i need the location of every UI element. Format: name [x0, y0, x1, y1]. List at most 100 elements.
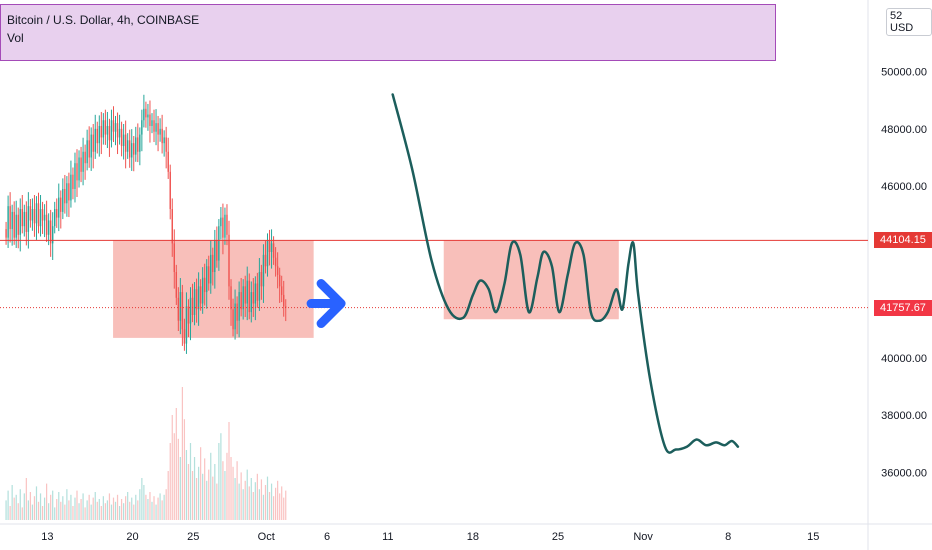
volume-bar: [104, 503, 106, 520]
currency-label: USD: [890, 22, 914, 34]
volume-bar: [159, 493, 161, 520]
volume-bar: [108, 493, 111, 520]
candle-body: [264, 254, 267, 267]
volume-bar: [35, 486, 38, 520]
candle-body: [110, 120, 113, 141]
volume-bar: [46, 483, 48, 520]
candle-body: [126, 140, 129, 152]
volume-bar: [48, 503, 50, 520]
candle-body: [197, 286, 200, 310]
volume-bar: [7, 490, 9, 520]
candle-body: [108, 125, 111, 141]
candle-body: [258, 272, 261, 301]
volume-bar: [86, 500, 88, 520]
volume-bar: [155, 504, 157, 520]
y-tick-label: 36000.00: [881, 467, 927, 479]
top-price-tick-partial: 52: [890, 10, 903, 22]
volume-bar: [52, 490, 54, 520]
candle-body: [88, 140, 90, 158]
candle-body: [220, 217, 222, 227]
resistance-price-badge: 44104.15: [874, 232, 932, 249]
candle-body: [72, 174, 74, 189]
candle-body: [25, 211, 28, 232]
y-tick-label: 48000.00: [881, 124, 927, 136]
candle-body: [45, 214, 48, 235]
candle-body: [104, 120, 107, 135]
volume-bar: [210, 452, 212, 520]
candle-body: [102, 120, 105, 138]
currency-selector[interactable]: 52 USD: [886, 8, 932, 36]
candle-body: [84, 151, 86, 164]
candle-body: [205, 266, 208, 293]
volume-bar: [31, 504, 34, 520]
volume-bar: [173, 433, 175, 520]
volume-bar: [11, 485, 13, 520]
volume-bar: [283, 497, 285, 520]
volume-bar: [110, 504, 113, 520]
volume-bar: [131, 497, 133, 520]
candle-body: [100, 125, 103, 138]
candle-body: [250, 292, 253, 313]
candle-body: [76, 163, 78, 181]
candle-body: [141, 120, 143, 135]
volume-bar: [250, 478, 252, 520]
candle-body: [27, 206, 30, 232]
candle-body: [159, 128, 161, 135]
volume-bar: [197, 466, 200, 520]
candle-body: [165, 137, 167, 152]
candle-body: [208, 266, 210, 284]
candle-body: [234, 303, 236, 330]
volume-bar: [224, 471, 226, 520]
volume-bar: [279, 493, 281, 520]
x-tick-label: Nov: [633, 531, 653, 543]
candle-body: [11, 211, 13, 230]
y-tick-label: 38000.00: [881, 410, 927, 422]
candle-body: [199, 286, 202, 304]
volume-bar: [118, 506, 121, 520]
volume-bar: [80, 499, 82, 520]
volume-bar: [58, 492, 60, 520]
volume-bar: [266, 476, 269, 520]
volume-bar: [98, 499, 100, 520]
volume-bar: [62, 496, 64, 520]
volume-bar: [193, 457, 196, 520]
candle-body: [47, 220, 50, 235]
x-tick-label: 6: [324, 531, 330, 543]
volume-bar: [183, 419, 186, 520]
volume-bar: [141, 478, 143, 520]
candle-body: [139, 134, 141, 152]
volume-bar: [270, 483, 273, 520]
symbol-title[interactable]: Bitcoin / U.S. Dollar, 4h, COINBASE: [7, 13, 200, 27]
candle-body: [62, 188, 64, 212]
volume-bar: [268, 492, 271, 520]
volume-bar: [177, 438, 179, 520]
volume-bar: [94, 492, 96, 520]
candle-body: [185, 306, 188, 344]
candle-body: [137, 137, 139, 152]
current-price-value: 41757.67: [880, 301, 926, 314]
volume-bar: [50, 494, 52, 520]
volume-bar: [240, 472, 242, 520]
candle-body: [82, 151, 84, 172]
candle-body: [179, 292, 182, 321]
candle-body: [116, 123, 119, 138]
candle-body: [9, 206, 11, 230]
volume-indicator-label[interactable]: Vol: [7, 31, 24, 45]
volume-bar: [260, 479, 263, 520]
candle-body: [167, 151, 169, 172]
y-tick-label: 50000.00: [881, 67, 927, 79]
candle-body: [183, 329, 186, 344]
candle-body: [66, 183, 68, 204]
volume-bar: [82, 493, 84, 520]
volume-bar: [76, 490, 78, 520]
candle-body: [98, 125, 101, 144]
candle-body: [161, 128, 163, 144]
candle-body: [64, 188, 66, 204]
volume-bar: [226, 452, 228, 520]
candle-body: [262, 254, 265, 287]
volume-bar: [64, 504, 66, 520]
volume-bar: [25, 478, 27, 520]
volume-bar: [27, 500, 29, 520]
volume-bar: [112, 497, 115, 520]
